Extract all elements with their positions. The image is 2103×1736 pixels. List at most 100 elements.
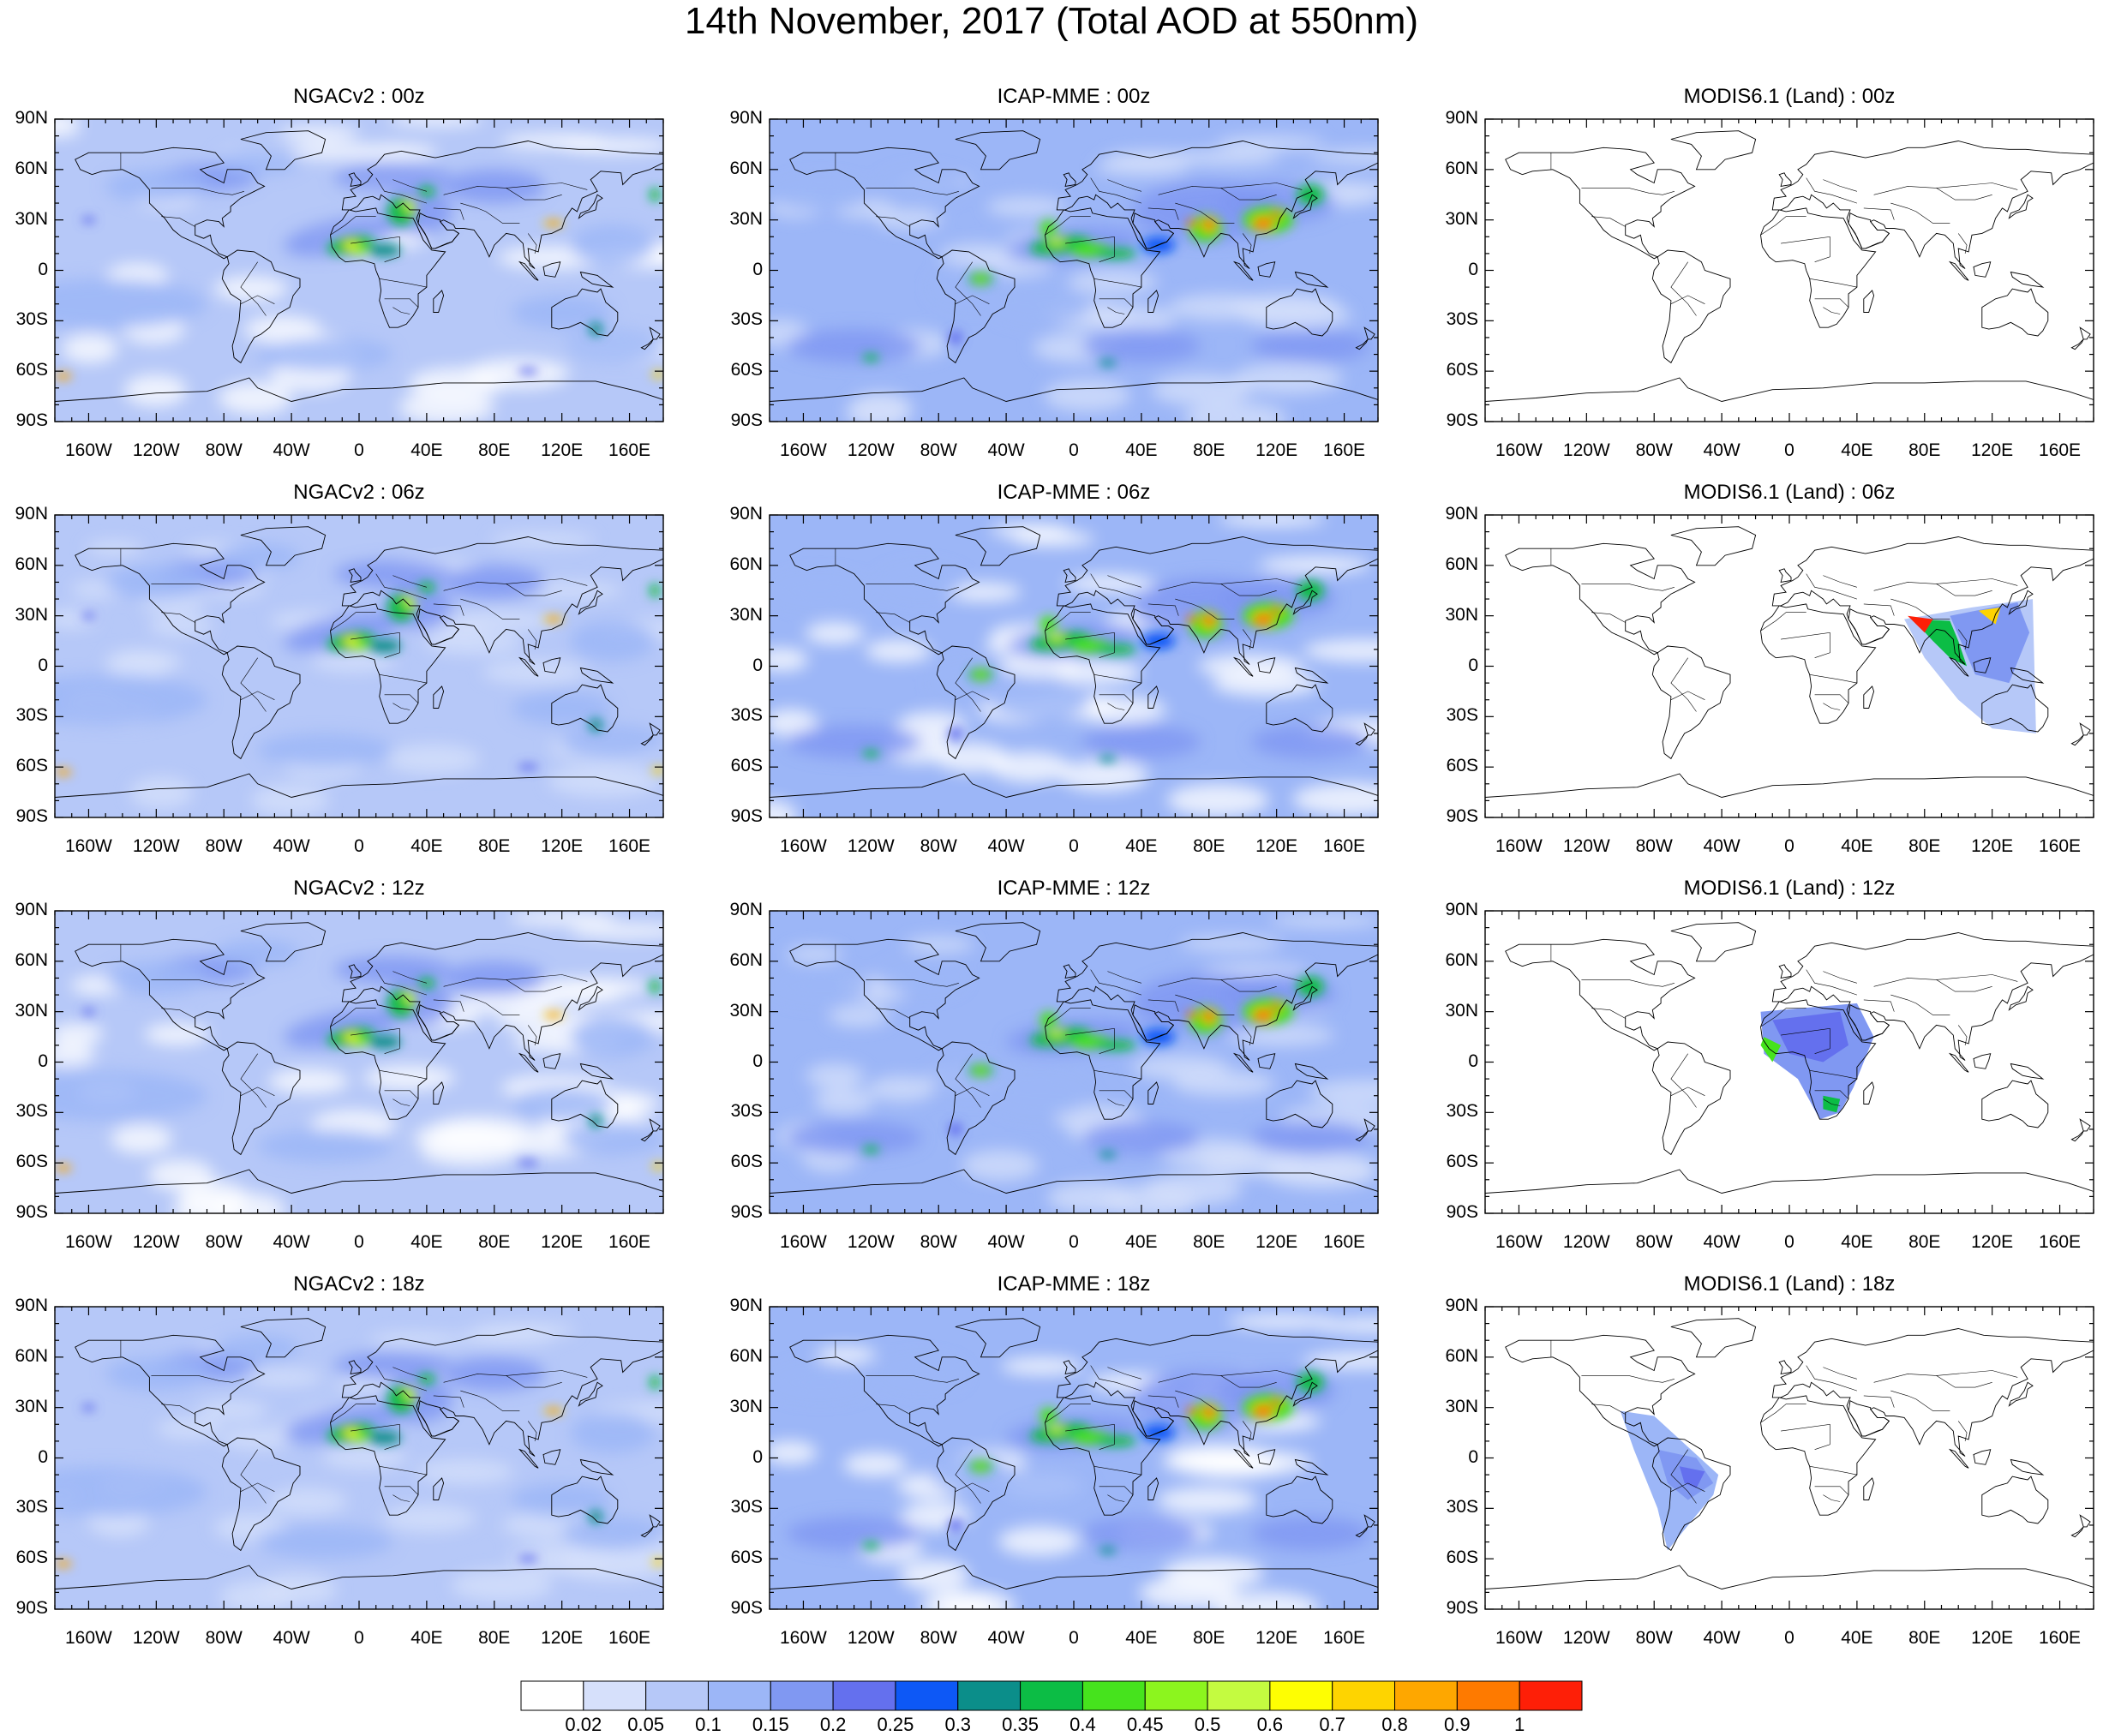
colorbar-label: 0.8 bbox=[1381, 1714, 1408, 1735]
lat-tick-label: 90S bbox=[730, 1598, 763, 1618]
coast-south-america bbox=[936, 1437, 1016, 1552]
coast-australia bbox=[551, 288, 619, 337]
coast-japan bbox=[1292, 194, 1318, 219]
lon-tick-label: 40E bbox=[1841, 1628, 1873, 1648]
lon-tick-label: 40W bbox=[273, 440, 310, 460]
lon-tick-label: 80E bbox=[1193, 440, 1225, 460]
lat-tick-label: 90S bbox=[15, 806, 48, 826]
lon-tick-label: 120E bbox=[541, 440, 584, 460]
coast-uk bbox=[348, 568, 362, 583]
lat-tick-label: 30S bbox=[15, 309, 48, 330]
coast-africa bbox=[1045, 1395, 1161, 1516]
map-panel-1-1 bbox=[769, 514, 1379, 818]
coastlines bbox=[1485, 526, 2094, 817]
coast-japan bbox=[578, 1381, 603, 1407]
colorbar-label: 0.02 bbox=[565, 1714, 602, 1735]
country-borders bbox=[835, 1340, 1303, 1504]
lon-tick-label: 80E bbox=[1193, 836, 1225, 856]
lon-tick-label: 0 bbox=[1069, 1232, 1079, 1252]
lon-tick-label: 80E bbox=[478, 1628, 511, 1648]
coast-north-america bbox=[75, 542, 266, 655]
coast-greenland bbox=[955, 1318, 1041, 1358]
country-borders bbox=[120, 153, 588, 316]
country-borders bbox=[835, 944, 1303, 1108]
colorbar-swatch bbox=[957, 1680, 1022, 1711]
colorbar-swatch bbox=[832, 1680, 896, 1711]
map-panel-3-1 bbox=[769, 1306, 1379, 1610]
coast-madagascar bbox=[1147, 290, 1159, 313]
coast-indonesia-sumatra bbox=[518, 260, 539, 281]
coast-eurasia bbox=[1771, 536, 2094, 665]
colorbar-label: 0.15 bbox=[752, 1714, 789, 1735]
coast-south-america bbox=[221, 1041, 301, 1156]
coast-north-america bbox=[75, 938, 266, 1051]
lon-tick-label: 80W bbox=[205, 1232, 243, 1252]
panel-title: ICAP-MME : 06z bbox=[997, 481, 1151, 504]
lon-tick-label: 80E bbox=[1908, 1628, 1941, 1648]
lon-tick-label: 80E bbox=[1193, 1628, 1225, 1648]
lat-tick-label: 0 bbox=[38, 655, 48, 675]
coast-new-zealand-south bbox=[640, 338, 654, 350]
axis-ticks bbox=[54, 1306, 664, 1610]
coast-arabia bbox=[1848, 608, 1890, 645]
coast-africa bbox=[1760, 603, 1877, 724]
coast-new-zealand-south bbox=[2070, 1130, 2084, 1142]
coast-africa bbox=[1045, 603, 1161, 724]
coast-south-america bbox=[936, 249, 1016, 364]
lat-tick-label: 60N bbox=[15, 158, 48, 178]
country-borders bbox=[120, 548, 588, 712]
panel-title: MODIS6.1 (Land) : 00z bbox=[1683, 85, 1896, 108]
coast-new-zealand-south bbox=[1355, 1526, 1369, 1538]
coast-arabia bbox=[1132, 213, 1175, 249]
lat-tick-label: 30N bbox=[15, 604, 48, 625]
figure-title: 14th November, 2017 (Total AOD at 550nm) bbox=[684, 0, 1419, 42]
axis-ticks bbox=[1484, 910, 2094, 1214]
lon-tick-label: 0 bbox=[1784, 440, 1794, 460]
lon-tick-label: 160E bbox=[2039, 1628, 2082, 1648]
lat-tick-label: 30N bbox=[15, 1000, 48, 1021]
lat-tick-label: 0 bbox=[1468, 655, 1478, 675]
coastlines bbox=[1485, 130, 2094, 422]
coast-australia bbox=[1981, 684, 2049, 733]
coast-antarctica bbox=[770, 1565, 1378, 1609]
coast-indonesia-borneo bbox=[1257, 1449, 1276, 1465]
lon-tick-label: 160E bbox=[2039, 1232, 2082, 1252]
axis-ticks bbox=[1484, 514, 2094, 818]
lon-tick-label: 120E bbox=[1971, 1628, 2014, 1648]
lon-tick-label: 120W bbox=[132, 1628, 180, 1648]
lat-tick-label: 30S bbox=[730, 1101, 763, 1122]
lat-tick-label: 30S bbox=[15, 705, 48, 726]
lon-tick-label: 40E bbox=[410, 1628, 443, 1648]
lat-tick-label: 0 bbox=[38, 1051, 48, 1071]
lat-tick-label: 30N bbox=[1445, 208, 1478, 229]
coast-indonesia-borneo bbox=[542, 1053, 561, 1069]
coast-new-zealand bbox=[2079, 722, 2091, 736]
lat-tick-label: 90S bbox=[1446, 806, 1478, 826]
coast-uk bbox=[1063, 1360, 1076, 1374]
panel-title: NGACv2 : 00z bbox=[293, 85, 425, 108]
coast-antarctica bbox=[1485, 377, 2094, 422]
lat-tick-label: 90S bbox=[730, 1202, 763, 1222]
coast-new-guinea bbox=[1294, 1063, 1329, 1080]
colorbar-label: 0.2 bbox=[819, 1714, 847, 1735]
lat-tick-label: 30S bbox=[1446, 1101, 1478, 1122]
coast-greenland bbox=[1670, 1318, 1757, 1358]
coast-new-zealand bbox=[1363, 1118, 1375, 1132]
coast-japan bbox=[2008, 194, 2034, 219]
lat-tick-label: 30N bbox=[15, 208, 48, 229]
coast-greenland bbox=[955, 130, 1041, 171]
lon-tick-label: 0 bbox=[1784, 1232, 1794, 1252]
colorbar-label: 0.35 bbox=[1002, 1714, 1039, 1735]
colorbar-swatch bbox=[645, 1680, 709, 1711]
lon-tick-label: 120W bbox=[847, 440, 895, 460]
aod-field-broad bbox=[55, 119, 663, 422]
lon-tick-label: 40W bbox=[1703, 440, 1741, 460]
lon-tick-label: 80E bbox=[478, 440, 511, 460]
lon-tick-label: 160E bbox=[1323, 440, 1366, 460]
coast-madagascar bbox=[1147, 1081, 1159, 1104]
lat-tick-label: 0 bbox=[1468, 259, 1478, 279]
coast-arabia bbox=[417, 608, 460, 645]
coast-africa bbox=[1045, 999, 1161, 1120]
coast-greenland bbox=[1670, 922, 1757, 962]
axis-ticks bbox=[54, 514, 664, 818]
